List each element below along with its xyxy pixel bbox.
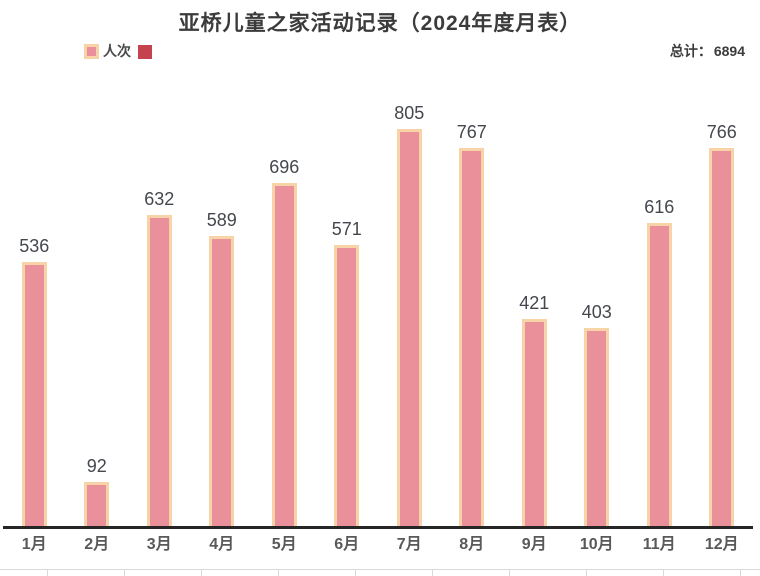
legend-series-marker-icon (84, 44, 99, 59)
bar-column: 696 (253, 158, 316, 528)
bar-value-label: 92 (86, 456, 107, 476)
total-summary: 总计： 6894 (670, 44, 745, 59)
bar-column: 589 (191, 211, 254, 528)
legend-red-square-icon (138, 44, 152, 59)
bar (146, 215, 172, 528)
bar-value-label: 696 (269, 157, 300, 177)
bar-value-label: 589 (206, 210, 237, 230)
x-axis-label: 7月 (396, 536, 422, 553)
x-axis-line (3, 526, 753, 529)
bar-column: 571 (316, 220, 379, 528)
chart-title: 亚桥儿童之家活动记录（2024年度月表） (178, 12, 582, 35)
total-label: 总计： (669, 43, 712, 59)
x-axis-label: 6月 (334, 536, 360, 553)
x-axis-label: 12月 (704, 536, 739, 553)
bar (209, 236, 235, 528)
bar-column: 536 (3, 237, 66, 528)
spreadsheet-gridline-strip (0, 569, 760, 576)
bar (334, 245, 360, 528)
legend-series-label: 人次 (103, 43, 131, 59)
bar-column: 616 (628, 198, 691, 528)
bar-value-label: 536 (19, 236, 50, 256)
bar (521, 319, 547, 528)
bar-column: 805 (378, 104, 441, 528)
x-axis-label: 3月 (146, 536, 172, 553)
bar-value-label: 805 (394, 103, 425, 123)
x-axis-label: 4月 (209, 536, 235, 553)
bar-column: 403 (566, 303, 629, 528)
bars-row: 536 92 632 589 696 571 805 767 421 403 616 766 (3, 60, 753, 528)
bar-column: 92 (66, 457, 129, 528)
x-axis-label: 5月 (271, 536, 297, 553)
legend: 人次 (84, 44, 152, 59)
x-axis-label: 11月 (642, 536, 676, 553)
bar-value-label: 571 (331, 219, 362, 239)
x-axis-label: 8月 (459, 536, 485, 553)
bar-value-label: 632 (144, 189, 175, 209)
bar (584, 328, 610, 528)
x-axis-labels: 1月 2月 3月 4月 5月 6月 7月 8月 9月 10月 11月 12月 (3, 535, 753, 554)
bar (396, 129, 422, 528)
bar (21, 262, 47, 528)
total-value: 6894 (713, 43, 745, 59)
bar-column: 632 (128, 190, 191, 528)
bar-value-label: 766 (706, 122, 737, 142)
bar-value-label: 421 (519, 293, 550, 313)
bar-column: 766 (691, 123, 754, 528)
bar-value-label: 767 (456, 122, 487, 142)
bar-value-label: 403 (581, 302, 612, 322)
bar (271, 183, 297, 528)
bar-value-label: 616 (644, 197, 675, 217)
x-axis-label: 10月 (579, 536, 614, 553)
plot-area: 536 92 632 589 696 571 805 767 421 403 616 766 (3, 60, 753, 529)
bar (709, 148, 735, 528)
bar (646, 223, 672, 528)
x-axis-label: 2月 (84, 536, 110, 553)
bar (459, 148, 485, 528)
x-axis-label: 1月 (21, 536, 47, 553)
bar-column: 767 (441, 123, 504, 528)
bar (84, 482, 110, 528)
x-axis-label: 9月 (521, 536, 547, 553)
bar-column: 421 (503, 294, 566, 528)
